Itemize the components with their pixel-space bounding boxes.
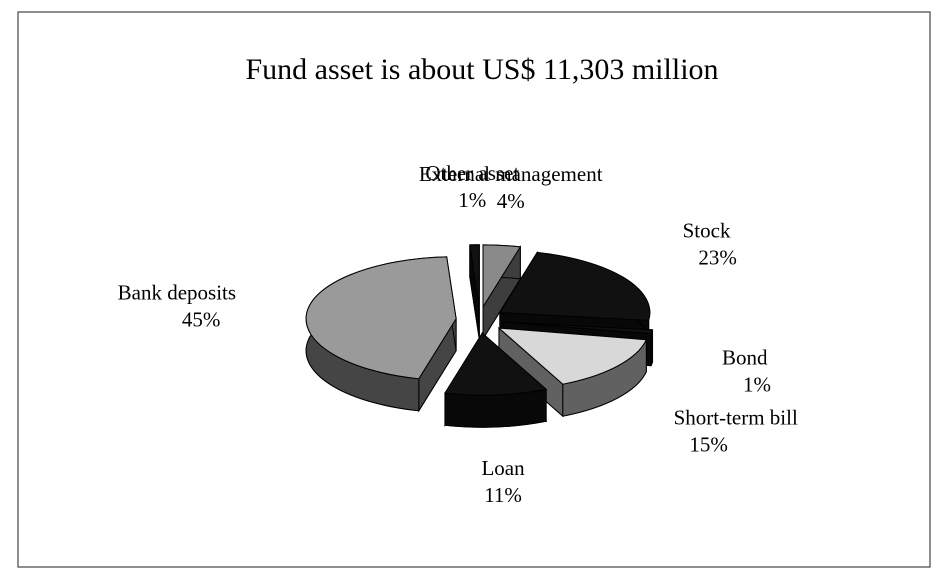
slice: [305, 256, 457, 413]
slice: [497, 326, 648, 418]
slice: [469, 244, 480, 339]
value-label: 15%: [689, 433, 728, 457]
slice-top: [503, 321, 654, 335]
value-label: 1%: [743, 372, 771, 396]
slice-label: Loan: [481, 456, 525, 480]
slice: [482, 244, 522, 341]
slice-label: Bank deposits: [118, 280, 236, 304]
value-label: 11%: [484, 483, 522, 507]
value-label: 1%: [458, 188, 486, 212]
value-label: 4%: [497, 189, 525, 213]
value-label: 23%: [698, 246, 737, 270]
slice-top: [497, 327, 648, 385]
slice-top: [482, 244, 522, 309]
slice-label: Bond: [722, 345, 768, 369]
slice-top: [305, 256, 457, 380]
slice-side: [650, 329, 654, 366]
slice-label: Stock: [683, 219, 731, 243]
slice: [444, 331, 548, 428]
slice-top: [469, 244, 480, 307]
value-label: 45%: [182, 307, 221, 331]
slice-top: [444, 332, 548, 396]
slice-top: [498, 251, 651, 321]
slice-label: Short-term bill: [674, 406, 798, 430]
slice-label: Other asset: [425, 161, 519, 185]
chart-title: Fund asset is about US$ 11,303 million: [245, 53, 718, 86]
slice-label: External management: [419, 162, 603, 186]
